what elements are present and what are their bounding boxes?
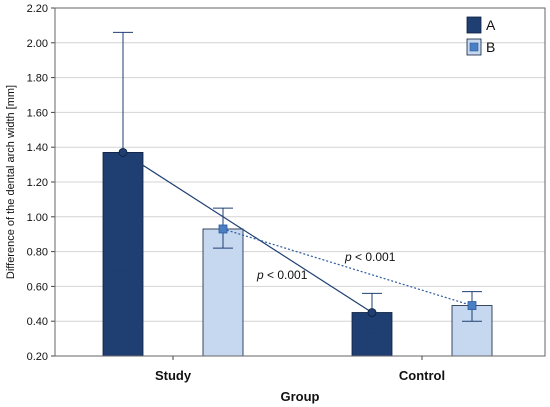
y-tick-label: 1.40 — [27, 142, 48, 154]
legend-label-b: B — [486, 39, 495, 55]
y-tick-label: 2.20 — [27, 3, 48, 15]
y-tick-label: 0.20 — [27, 351, 48, 363]
y-tick-label: 1.60 — [27, 107, 48, 119]
y-tick-label: 1.20 — [27, 177, 48, 189]
labels: 0.20 0.40 0.60 0.80 1.00 1.20 1.40 1.60 1.80 2.00… — [5, 3, 496, 404]
y-tick-label: 0.40 — [27, 316, 48, 328]
y-tick-label: 0.60 — [27, 281, 48, 293]
category-label: Control — [399, 368, 445, 383]
legend-swatch-a — [466, 16, 482, 34]
x-axis-title: Group — [281, 389, 320, 404]
y-tick-label: 2.00 — [27, 38, 48, 50]
legend-label-a: A — [486, 17, 496, 33]
markers — [118, 148, 477, 317]
p-value-annotation: p < 0.001 — [344, 250, 396, 264]
axes — [51, 7, 546, 360]
trend-line-b — [222, 228, 473, 307]
y-tick-label: 1.00 — [27, 212, 48, 224]
y-tick-label: 0.80 — [27, 247, 48, 259]
trend-line-a — [122, 151, 373, 314]
point-marker-b — [467, 301, 477, 310]
point-marker-a — [367, 308, 377, 317]
p-value-annotation: p < 0.001 — [256, 268, 308, 282]
y-axis-title: Difference of the dental arch width [mm] — [5, 85, 17, 279]
point-marker-a — [118, 148, 128, 157]
trend-lines — [122, 151, 473, 314]
legend-marker-b — [469, 42, 479, 52]
y-tick-label: 1.80 — [27, 73, 48, 85]
point-marker-b — [218, 224, 228, 234]
plot-frame — [54, 7, 546, 357]
bars — [102, 152, 493, 357]
bar-b-study — [202, 228, 244, 357]
category-label: Study — [155, 368, 192, 383]
